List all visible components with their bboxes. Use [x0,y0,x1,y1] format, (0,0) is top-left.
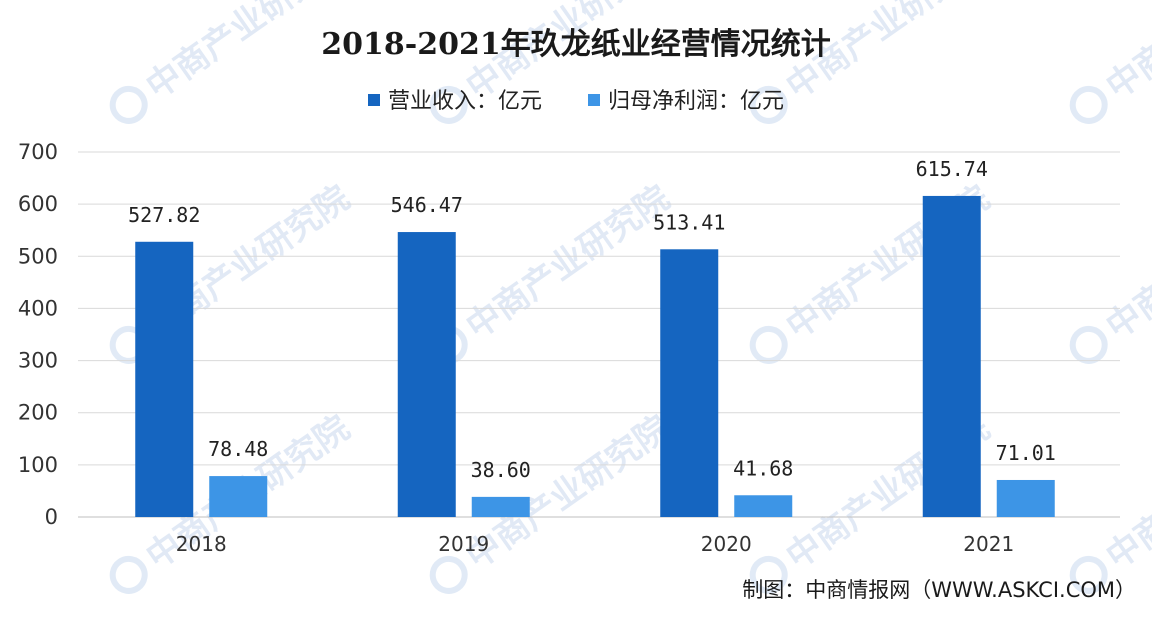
watermark: 中商产业研究院 [109,0,357,124]
watermark-text: 中商产业研究院 [1099,0,1152,107]
watermark: 中商产业研究院 [1069,408,1152,594]
x-tick-label: 2018 [176,532,227,556]
y-tick-label: 300 [18,349,58,373]
data-label-net-profit: 78.48 [208,437,268,461]
x-tick-label: 2020 [701,532,752,556]
bar-revenue [135,241,194,517]
legend-label-net-profit: 归母净利润：亿元 [608,89,784,114]
data-label-revenue: 615.74 [916,157,988,181]
y-tick-label: 700 [18,140,58,164]
bar-revenue [397,232,456,517]
watermark-logo-icon [109,85,148,124]
y-tick-label: 500 [18,244,58,268]
label-layer: 527.82 78.48 2018 546.47 38.60 2019 513.41 41.6… [128,157,1056,556]
x-tick-label: 2021 [963,532,1014,556]
legend: 营业收入：亿元 归母净利润：亿元 [368,89,784,114]
watermark-logo-icon [1069,555,1108,594]
source-credit: 制图：中商情报网（WWW.ASKCI.COM） [742,578,1136,602]
data-label-net-profit: 41.68 [733,456,793,480]
watermark-text: 中商产业研究院 [459,178,677,347]
data-label-net-profit: 71.01 [996,441,1056,465]
watermark: 中商产业研究院 [1069,0,1152,124]
y-tick-label: 200 [18,401,58,425]
watermark-logo-icon [1069,325,1108,364]
bar-revenue [922,195,981,517]
data-label-revenue: 546.47 [391,193,463,217]
bar-net-profit [471,496,530,517]
legend-swatch-revenue [368,94,380,106]
x-tick-label: 2019 [438,532,489,556]
watermark-text: 中商产业研究院 [459,408,677,577]
data-label-revenue: 527.82 [128,203,200,227]
bar-net-profit [209,476,268,517]
chart-title: 2018-2021年玖龙纸业经营情况统计 [321,27,830,62]
watermark-logo-icon [749,325,788,364]
data-label-revenue: 513.41 [653,210,725,234]
legend-label-revenue: 营业收入：亿元 [388,89,542,114]
bar-net-profit [734,495,793,517]
y-tick-label: 600 [18,192,58,216]
watermark-text: 中商产业研究院 [1099,408,1152,577]
watermark-logo-icon [749,555,788,594]
bar-layer [135,195,1055,518]
data-label-net-profit: 38.60 [471,458,531,482]
watermark: 中商产业研究院 [429,408,677,594]
watermark-logo-icon [429,555,468,594]
y-tick-label: 0 [45,505,58,529]
watermark-logo-icon [1069,85,1108,124]
watermark-logo-icon [749,85,788,124]
watermark: 中商产业研究院 [1069,178,1152,364]
bar-revenue [660,249,719,518]
watermark-logo-icon [109,555,148,594]
bar-net-profit [996,479,1055,517]
watermark-logo-icon [429,85,468,124]
watermark-text: 中商产业研究院 [1099,178,1152,347]
legend-swatch-net-profit [588,94,600,106]
y-tick-label: 100 [18,453,58,477]
y-tick-label: 400 [18,296,58,320]
